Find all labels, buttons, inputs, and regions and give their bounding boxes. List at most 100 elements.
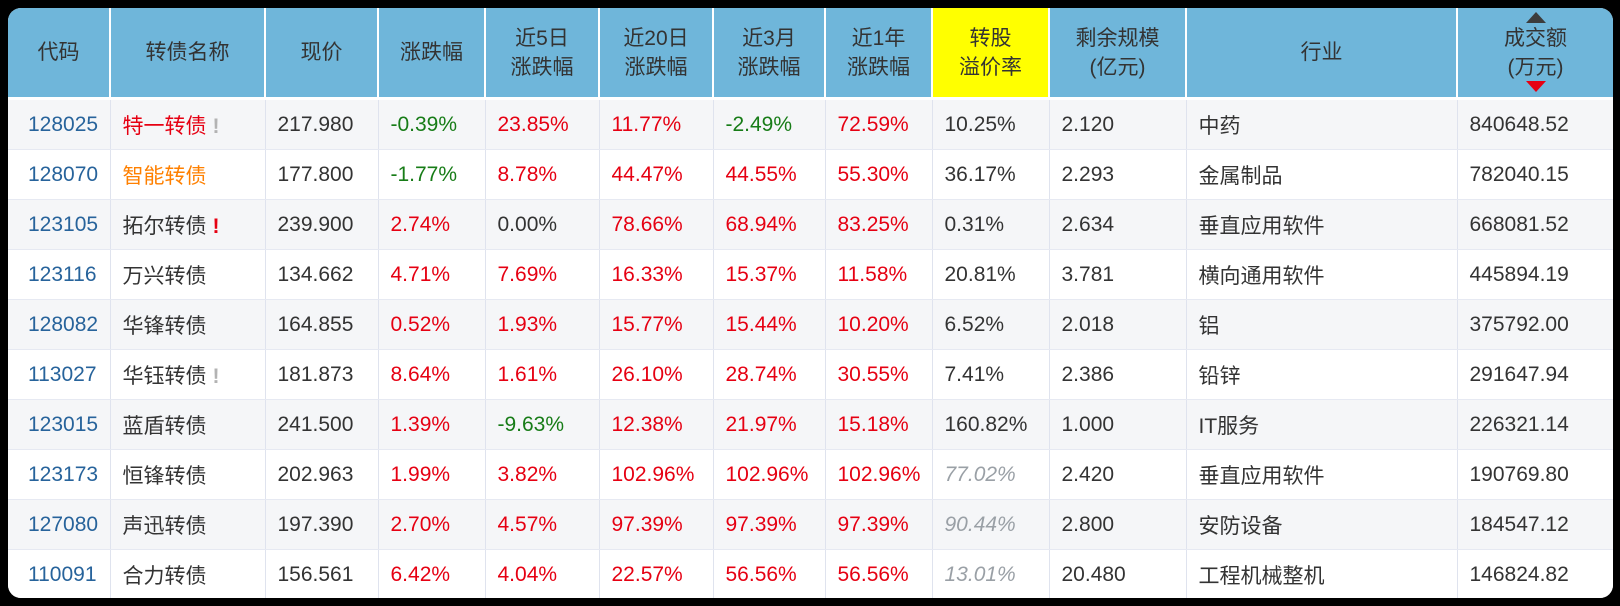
col-header-price[interactable]: 现价 [265,8,379,100]
bond-name[interactable]: 华锋转债 [110,299,266,350]
price-cell: 156.561 [265,549,379,598]
bond-code[interactable]: 123105 [8,199,111,250]
bond-code[interactable]: 123015 [8,399,111,450]
change-5d-cell: 8.78% [485,149,600,200]
bond-code[interactable]: 123173 [8,449,111,500]
change-1y-cell: 83.25% [825,199,933,250]
change-20d-cell: 16.33% [599,249,714,300]
size-cell: 2.386 [1049,349,1187,400]
bond-name[interactable]: 华钰转债! [110,349,266,400]
change-3m-cell: -2.49% [713,98,826,150]
change-1y-cell: 30.55% [825,349,933,400]
bond-name[interactable]: 声迅转债 [110,499,266,550]
col-header-change[interactable]: 涨跌幅 [378,8,486,100]
change-cell: 2.74% [378,199,486,250]
sort-asc-icon[interactable] [1525,12,1546,23]
industry-cell: 金属制品 [1186,149,1458,200]
size-cell: 2.293 [1049,149,1187,200]
col-header-change-20d[interactable]: 近20日 涨跌幅 [599,8,714,100]
premium-cell: 13.01% [932,549,1050,598]
change-cell: 0.52% [378,299,486,350]
turnover-cell: 291647.94 [1457,349,1613,400]
bond-code[interactable]: 127080 [8,499,111,550]
warning-mark: ! [212,214,220,238]
premium-cell: 6.52% [932,299,1050,350]
table-row: 123173 恒锋转债 202.963 1.99% 3.82% 102.96% … [8,449,1613,500]
change-cell: 8.64% [378,349,486,400]
col-header-name[interactable]: 转债名称 [110,8,266,100]
bond-code[interactable]: 128082 [8,299,111,350]
convertible-bond-table: 代码 转债名称 现价 涨跌幅 近5日 涨跌幅 近20日 涨跌幅 近3月 涨跌幅 近1年… [8,8,1613,598]
turnover-cell: 840648.52 [1457,98,1613,150]
industry-cell: IT服务 [1186,399,1458,450]
premium-cell: 36.17% [932,149,1050,200]
change-1y-cell: 97.39% [825,499,933,550]
change-1y-cell: 10.20% [825,299,933,350]
col-header-change-3m[interactable]: 近3月 涨跌幅 [713,8,826,100]
change-cell: 6.42% [378,549,486,598]
col-header-change-5d[interactable]: 近5日 涨跌幅 [485,8,600,100]
header-row: 代码 转债名称 现价 涨跌幅 近5日 涨跌幅 近20日 涨跌幅 近3月 涨跌幅 近1年… [8,8,1613,100]
bond-name[interactable]: 恒锋转债 [110,449,266,500]
bond-name[interactable]: 合力转债 [110,549,266,598]
change-cell: 4.71% [378,249,486,300]
size-cell: 2.120 [1049,98,1187,150]
table-row: 128025 特一转债! 217.980 -0.39% 23.85% 11.77… [8,98,1613,150]
change-5d-cell: 1.61% [485,349,600,400]
change-cell: 2.70% [378,499,486,550]
warning-mark: ! [212,114,220,138]
col-header-turnover[interactable]: 成交额 (万元) [1457,8,1613,100]
industry-cell: 铅锌 [1186,349,1458,400]
table-row: 128082 华锋转债 164.855 0.52% 1.93% 15.77% 1… [8,299,1613,350]
table-row: 123105 拓尔转债! 239.900 2.74% 0.00% 78.66% … [8,199,1613,250]
price-cell: 197.390 [265,499,379,550]
premium-cell: 160.82% [932,399,1050,450]
change-5d-cell: 3.82% [485,449,600,500]
price-cell: 134.662 [265,249,379,300]
change-1y-cell: 55.30% [825,149,933,200]
change-20d-cell: 22.57% [599,549,714,598]
price-cell: 217.980 [265,98,379,150]
change-1y-cell: 56.56% [825,549,933,598]
price-cell: 202.963 [265,449,379,500]
price-cell: 164.855 [265,299,379,350]
industry-cell: 垂直应用软件 [1186,449,1458,500]
bond-code[interactable]: 128025 [8,98,111,150]
change-1y-cell: 11.58% [825,249,933,300]
change-20d-cell: 78.66% [599,199,714,250]
size-cell: 3.781 [1049,249,1187,300]
col-header-premium[interactable]: 转股 溢价率 [932,8,1050,100]
turnover-cell: 375792.00 [1457,299,1613,350]
table-row: 127080 声迅转债 197.390 2.70% 4.57% 97.39% 9… [8,499,1613,550]
turnover-cell: 146824.82 [1457,549,1613,598]
change-3m-cell: 68.94% [713,199,826,250]
col-header-code[interactable]: 代码 [8,8,111,100]
change-1y-cell: 102.96% [825,449,933,500]
change-3m-cell: 44.55% [713,149,826,200]
premium-cell: 20.81% [932,249,1050,300]
bond-code[interactable]: 128070 [8,149,111,200]
bond-name[interactable]: 智能转债 [110,149,266,200]
bond-code[interactable]: 113027 [8,349,111,400]
change-1y-cell: 72.59% [825,98,933,150]
col-header-change-1y[interactable]: 近1年 涨跌幅 [825,8,933,100]
col-header-industry[interactable]: 行业 [1186,8,1458,100]
size-cell: 2.634 [1049,199,1187,250]
change-5d-cell: 0.00% [485,199,600,250]
industry-cell: 横向通用软件 [1186,249,1458,300]
bond-code[interactable]: 123116 [8,249,111,300]
sort-desc-icon[interactable] [1525,81,1546,92]
bond-name[interactable]: 万兴转债 [110,249,266,300]
bond-name[interactable]: 蓝盾转债 [110,399,266,450]
bond-name[interactable]: 特一转债! [110,98,266,150]
bond-name[interactable]: 拓尔转债! [110,199,266,250]
col-header-size[interactable]: 剩余规模 (亿元) [1049,8,1187,100]
change-3m-cell: 15.37% [713,249,826,300]
size-cell: 20.480 [1049,549,1187,598]
change-1y-cell: 15.18% [825,399,933,450]
bond-code[interactable]: 110091 [8,549,111,598]
change-5d-cell: 4.04% [485,549,600,598]
size-cell: 2.018 [1049,299,1187,350]
table-row: 123116 万兴转债 134.662 4.71% 7.69% 16.33% 1… [8,249,1613,300]
change-5d-cell: 23.85% [485,98,600,150]
